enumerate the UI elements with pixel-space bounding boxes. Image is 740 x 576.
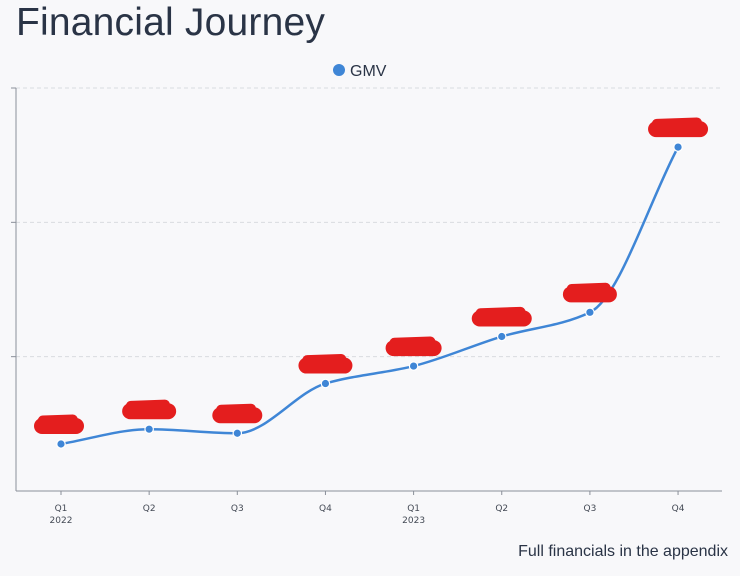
redaction-stroke [475, 306, 526, 319]
redacted-data-label [122, 399, 177, 420]
x-tick-year-label: 2023 [402, 516, 425, 526]
x-tick-label: Q4 [672, 504, 685, 514]
redacted-data-label [471, 306, 532, 327]
redaction-stroke [566, 282, 611, 294]
x-tick-label: Q1 [407, 504, 420, 514]
footnote: Full financials in the appendix [518, 543, 728, 560]
data-point [673, 142, 683, 152]
axis-layer [11, 87, 722, 495]
redacted-data-label [385, 336, 442, 357]
legend: GMV [333, 63, 387, 80]
series-layer [56, 142, 683, 449]
x-tick-layer: Q1 2022 Q2 Q3 Q4 Q1 2023 Q2 Q3 Q4 [50, 504, 685, 526]
data-point [585, 307, 595, 318]
redacted-data-label [648, 117, 709, 138]
data-label-layer [34, 117, 709, 434]
redaction-stroke [302, 353, 347, 366]
redaction-stroke [651, 117, 702, 129]
redaction-stroke [37, 414, 78, 426]
x-tick-label: Q3 [583, 504, 596, 514]
legend-label: GMV [350, 63, 387, 80]
redaction-stroke [216, 403, 257, 415]
x-tick-label: Q2 [495, 504, 508, 514]
redaction-stroke [389, 336, 436, 348]
data-point [56, 439, 66, 449]
x-tick-year-label: 2022 [50, 516, 73, 526]
x-tick-label: Q2 [143, 504, 156, 514]
x-tick-label: Q1 [55, 504, 68, 514]
legend-marker [333, 64, 345, 76]
redacted-data-label [562, 282, 617, 303]
data-point [232, 428, 243, 439]
redacted-data-label [34, 414, 84, 434]
data-point [408, 361, 419, 371]
grid-layer [16, 87, 722, 358]
x-tick-label: Q4 [319, 504, 332, 514]
page-title: Financial Journey [16, 1, 326, 44]
x-tick-label: Q3 [231, 504, 244, 514]
redacted-data-label [212, 403, 263, 424]
redacted-data-label [298, 353, 353, 374]
data-point [144, 424, 154, 435]
redaction-stroke [125, 399, 170, 411]
data-point [320, 378, 331, 389]
data-point [496, 331, 507, 342]
